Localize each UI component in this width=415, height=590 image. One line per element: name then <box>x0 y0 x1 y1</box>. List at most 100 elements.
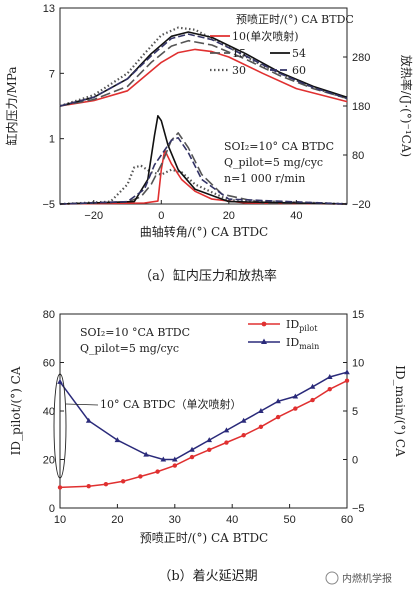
panel-a-annotation-soi: SOI₂=10° CA BTDC <box>224 140 334 153</box>
panel-a-xlabel: 曲轴转角/(°) CA BTDC <box>140 224 269 239</box>
a-ytick-right-label: 280 <box>352 52 370 64</box>
a-ytick-right-label: 180 <box>352 101 370 113</box>
id-pilot-point <box>86 483 91 489</box>
id-main-point <box>85 417 92 423</box>
legend-label-3: 54 <box>292 47 306 60</box>
b-ytick-right-label: 10 <box>352 358 364 370</box>
id-pilot-point <box>327 386 332 392</box>
id-pilot-point <box>293 406 298 411</box>
b-xtick-label: 30 <box>169 514 181 526</box>
b-ytick-left-label: 40 <box>43 406 55 418</box>
b-ytick-left-label: 0 <box>49 503 55 515</box>
id-main-point <box>189 446 195 452</box>
b-ytick-right-label: 5 <box>352 406 358 418</box>
heat-release-curve-1 <box>59 132 348 205</box>
id-curve-1 <box>59 371 348 461</box>
panel-a-legend-title: 预喷正时/(°) CA BTDC <box>236 13 354 26</box>
b-ytick-left-label: 60 <box>43 358 55 370</box>
a-xtick-label: −20 <box>84 210 103 222</box>
legend-label-2: 30 <box>232 64 246 77</box>
b-legend-marker-0 <box>261 321 267 327</box>
a-ytick-left-label: 13 <box>43 3 55 15</box>
legend-label-4: 60 <box>292 64 306 77</box>
id-pilot-point <box>207 447 212 452</box>
panel-a-ylabel-left: 缸内压力/MPa <box>4 66 19 145</box>
id-main-point <box>240 417 247 423</box>
single-injection-pointer <box>65 403 99 406</box>
legend-label-0: 10(单次喷射) <box>232 29 299 43</box>
b-xtick-label: 40 <box>226 514 238 526</box>
a-ytick-right-label: −20 <box>352 199 371 211</box>
id-main-point <box>275 398 281 404</box>
a-ytick-left-label: 1 <box>49 134 55 146</box>
watermark: 内燃机学报 <box>325 571 392 585</box>
id-main-point <box>143 451 149 457</box>
a-ytick-left-label: 7 <box>49 68 55 80</box>
b-legend-marker-1 <box>261 338 267 344</box>
id-main-point <box>160 456 167 462</box>
id-main-point <box>172 456 178 462</box>
watermark-logo-icon <box>325 571 339 585</box>
id-pilot-point <box>57 485 63 490</box>
id-pilot-point <box>310 397 315 403</box>
b-ytick-right-label: 0 <box>352 455 358 467</box>
b-xtick-label: 60 <box>341 514 353 526</box>
pressure-curve-0 <box>59 48 348 107</box>
a-xtick-label: 20 <box>223 210 235 222</box>
panel-a-caption: （a）缸内压力和放热率 <box>139 268 277 284</box>
panel-b-legend: IDpilot IDmain <box>248 318 319 351</box>
id-pilot-point <box>189 454 195 460</box>
panel-b-xlabel: 预喷正时/(°) CA BTDC <box>140 531 269 545</box>
pressure-curve-1 <box>59 39 348 107</box>
panel-a-legend: 10(单次喷射) 15 54 30 60 <box>210 29 306 77</box>
b-ytick-left-label: 80 <box>43 309 55 321</box>
panel-a-annotation-qpilot: Q_pilot=5 mg/cyc <box>224 156 323 169</box>
id-pilot-point <box>344 378 350 383</box>
id-pilot-point <box>172 463 177 468</box>
id-pilot-point <box>275 414 281 420</box>
id-main-point <box>258 408 264 413</box>
panel-b-ylabel-right: ID_main/(°) CA <box>393 365 407 457</box>
b-xtick-label: 20 <box>111 514 123 526</box>
a-ytick-right-label: 80 <box>352 150 364 162</box>
panel-b-caption: （b）着火延迟期 <box>158 568 257 584</box>
id-main-point <box>344 369 350 375</box>
id-pilot-point <box>120 479 126 484</box>
id-main-point <box>114 437 121 443</box>
b-xtick-label: 10 <box>54 514 66 526</box>
id-pilot-point <box>241 433 246 438</box>
panel-a: −20 0 20 40 −5 1 7 13 −20 80 180 280 缸内压力/MPa 放热率/(… <box>4 3 414 284</box>
heat-release-curve-0 <box>59 149 348 205</box>
b-ytick-right-label: −5 <box>352 503 365 515</box>
panel-b: 10 20 30 40 50 60 0 20 40 60 80 −5 0 5 10 15 ID_pilot/(… <box>9 309 407 584</box>
id-pilot-point <box>155 469 160 474</box>
panel-a-ylabel-right: 放热率/(J·(°)⁻¹CA) <box>399 55 414 157</box>
heat-release-curve-3 <box>59 115 348 205</box>
panel-a-annotation-speed: n=1 000 r/min <box>224 172 305 185</box>
watermark-text: 内燃机学报 <box>342 572 392 585</box>
id-main-point <box>326 374 333 380</box>
panel-b-annotation-single: 10° CA BTDC（单次喷射） <box>100 397 242 411</box>
heat-release-curve-4 <box>59 137 348 205</box>
single-injection-highlight <box>53 373 67 479</box>
id-main-point <box>309 383 316 389</box>
id-main-point <box>57 378 63 384</box>
id-pilot-point <box>138 474 143 479</box>
b-legend-label-0: IDpilot <box>286 318 318 333</box>
id-pilot-point <box>258 424 264 429</box>
id-main-point <box>223 427 230 433</box>
id-pilot-point <box>224 440 229 445</box>
panel-b-annotation-qpilot: Q_pilot=5 mg/cyc <box>80 342 179 355</box>
b-xtick-label: 50 <box>283 514 295 526</box>
heat-release-curve-2 <box>59 164 348 206</box>
id-main-point <box>206 437 213 443</box>
pressure-curve-4 <box>59 33 348 107</box>
legend-label-1: 15 <box>232 47 246 60</box>
panel-b-ylabel-left: ID_pilot/(°) CA <box>9 366 23 455</box>
panel-b-annotation-soi: SOI₂=10 °CA BTDC <box>80 326 190 339</box>
b-ytick-right-label: 15 <box>352 309 364 321</box>
id-curve-0 <box>59 380 348 489</box>
a-xtick-label: 40 <box>290 210 302 222</box>
id-main-point <box>292 393 299 399</box>
